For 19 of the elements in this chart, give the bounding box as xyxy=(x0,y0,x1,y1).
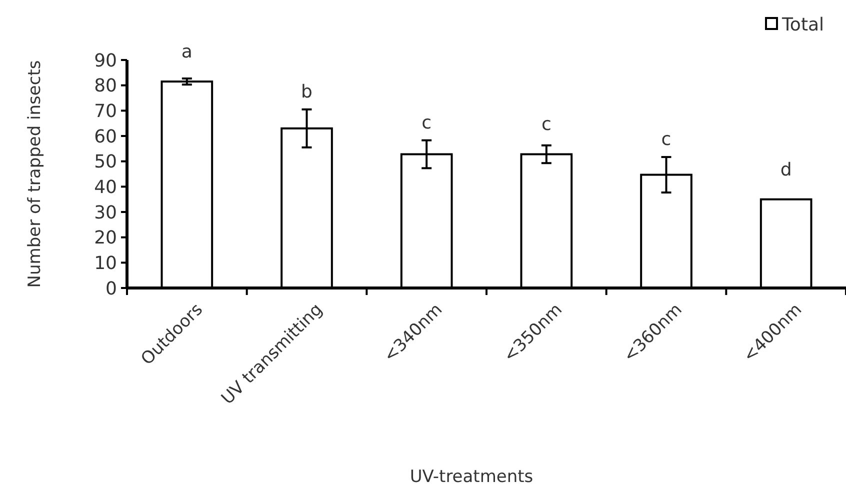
annotation: a xyxy=(181,42,192,63)
x-axis-title: UV-treatments xyxy=(410,467,534,487)
annotation: c xyxy=(541,114,552,136)
y-tick-label: 40 xyxy=(94,176,117,198)
y-tick-label: 60 xyxy=(94,126,117,148)
annotation: c xyxy=(661,129,672,150)
y-tick-label: 0 xyxy=(106,278,117,300)
y-tick-label: 80 xyxy=(94,76,117,97)
y-tick-label: 10 xyxy=(94,252,117,274)
legend-label: Total xyxy=(781,14,824,36)
y-tick-label: 90 xyxy=(94,50,117,72)
annotation: b xyxy=(301,81,312,102)
y-tick-label: 70 xyxy=(94,100,117,122)
annotation: d xyxy=(780,159,792,180)
y-tick-label: 30 xyxy=(94,202,117,224)
annotation: c xyxy=(422,112,432,134)
y-tick-label: 20 xyxy=(94,228,117,249)
y-axis-title: Number of trapped insects xyxy=(25,60,45,288)
y-tick-label: 50 xyxy=(94,152,117,173)
